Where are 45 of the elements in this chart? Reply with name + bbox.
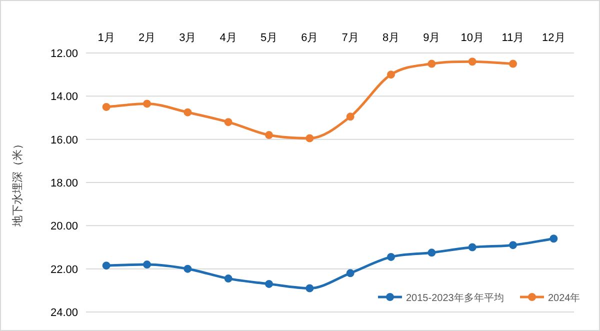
point [265,280,273,288]
x-tick-label: 2月 [138,32,156,44]
x-tick-label: 9月 [423,32,440,44]
point [224,118,232,126]
point [428,60,436,68]
x-tick-label: 3月 [179,32,196,44]
point [428,248,436,257]
x-tick-label: 5月 [260,32,278,44]
point [509,241,517,250]
y-tick-label: 24.00 [50,307,78,319]
point [468,243,476,252]
point [102,262,110,270]
x-tick-label: 10月 [460,32,484,44]
x-tick-label: 7月 [342,32,359,44]
legend-label: 2015-2023年多年平均 [406,292,504,304]
point [265,131,273,140]
y-tick-label: 22.00 [50,264,78,276]
point [468,58,476,66]
y-tick-label: 20.00 [50,220,78,233]
legend-label: 2024年 [548,292,580,304]
y-tick-label: 18.00 [50,178,78,190]
x-tick-label: 6月 [301,32,318,44]
point [143,260,151,269]
x-tick-label: 12月 [542,32,566,44]
point [306,134,314,142]
point [184,264,192,273]
x-tick-label: 4月 [220,32,237,44]
point [143,100,151,108]
y-tick-label: 16.00 [50,134,78,146]
point [550,234,558,243]
point [184,108,192,116]
y-tick-label: 12.00 [50,48,78,60]
point [346,112,354,121]
point [224,274,232,283]
point [387,252,395,261]
x-tick-label: 8月 [382,32,400,44]
y-tick-label: 14.00 [50,91,78,104]
point [387,70,395,79]
point [306,284,314,292]
point [102,102,110,111]
x-tick-label: 1月 [98,32,115,44]
y-axis-title: 地下水埋深（米） [11,138,24,228]
x-tick-label: 11月 [502,32,524,44]
point [509,60,517,68]
point [346,269,354,278]
